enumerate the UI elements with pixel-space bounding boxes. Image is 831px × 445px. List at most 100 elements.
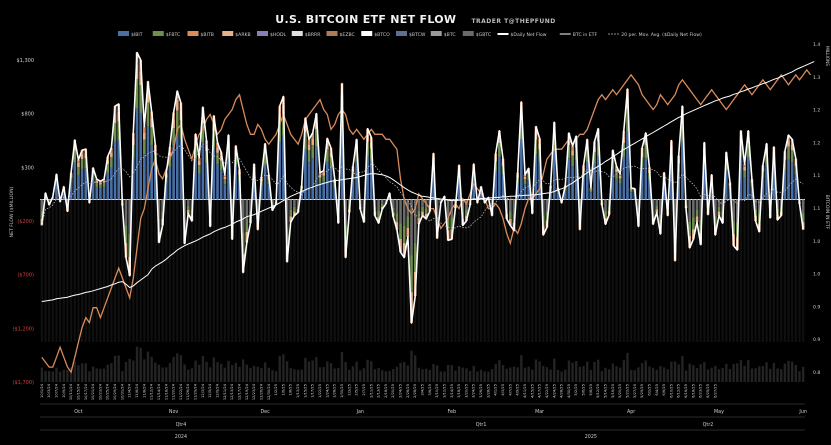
volume-bar (560, 371, 563, 382)
volume-bar (597, 359, 600, 382)
volume-bar (461, 367, 464, 382)
guide-bar (571, 199, 574, 342)
x-date-tick-label: 2/7/25 (362, 384, 366, 396)
flow-bar-segment (340, 127, 344, 200)
flow-bar-segment (380, 199, 384, 204)
flow-bar-segment (421, 199, 424, 207)
flow-bar-segment (501, 174, 505, 200)
volume-bar (230, 365, 234, 382)
x-date-tick-label: 3/10/25 (435, 384, 439, 398)
flow-bar-segment (677, 172, 681, 200)
flow-bar-segment (230, 199, 234, 218)
x-date-tick-label: 1/30/25 (340, 384, 344, 398)
x-date-tick-label: 10/1/24 (40, 383, 44, 398)
quarter-label: Qtr4 (176, 422, 187, 428)
guide-bar (637, 199, 640, 342)
flow-bar-segment (735, 199, 739, 223)
flow-bar-segment (135, 64, 139, 79)
flow-bar-segment (567, 158, 571, 200)
flow-bar-segment (143, 126, 146, 133)
series-lines (41, 51, 815, 374)
x-date-tick-label: 10/25/24 (106, 383, 110, 400)
volume-bar (194, 360, 197, 382)
guide-bar (523, 199, 527, 342)
legend-item--fbtc: $FBTC (152, 31, 180, 38)
flow-bar-segment (743, 177, 746, 200)
volume-bar (73, 361, 76, 382)
flow-bar-segment (110, 152, 113, 158)
volume-bar (161, 367, 164, 382)
guide-bar (91, 199, 95, 342)
legend-swatch (187, 31, 199, 36)
volume-bar (172, 356, 175, 382)
x-date-tick-label: 12/9/24 (216, 383, 220, 398)
volume-bar (476, 371, 479, 382)
guide-bar (359, 199, 362, 342)
guide-bar (454, 199, 457, 342)
x-date-tick-label: 12/5/24 (208, 383, 212, 398)
volume-bar (509, 367, 512, 382)
flow-bar-segment (743, 166, 746, 171)
volume-bar (424, 368, 428, 382)
flow-bar-segment (351, 178, 355, 200)
flow-bar-segment (582, 178, 585, 200)
moving-average-line (41, 143, 804, 229)
volume-bar (392, 369, 395, 382)
guide-bar (772, 199, 775, 342)
volume-bar (278, 355, 281, 382)
volume-bar (110, 363, 113, 382)
flow-bar-segment (278, 122, 282, 142)
guide-bar (124, 199, 128, 342)
flow-bar-segment (410, 199, 413, 256)
flow-bar-segment (670, 162, 673, 200)
volume-bar (769, 368, 772, 382)
legend-swatch (222, 31, 234, 36)
legend-item--btcw: $BTCW (396, 31, 426, 38)
flow-bar-segment (509, 211, 512, 219)
flow-bar-segment (143, 139, 146, 155)
flow-bar-segment (234, 166, 238, 200)
flow-bar-segment (571, 155, 574, 167)
guide-bar (296, 199, 300, 342)
flow-bar-segment (241, 232, 245, 255)
guide-bar (220, 199, 223, 342)
x-date-tick-label: 11/14/24 (157, 383, 161, 400)
flow-bar-segment (655, 209, 659, 213)
flow-bar-segment (124, 225, 128, 244)
guide-bar (476, 199, 479, 342)
guide-bar (622, 199, 625, 342)
flow-bar-segment (659, 199, 662, 215)
flow-bar-segment (146, 126, 150, 200)
flow-bar-segment (311, 158, 315, 200)
flow-bar-segment (644, 158, 648, 200)
volume-bar (703, 362, 706, 382)
volume-bar (366, 359, 369, 382)
flow-bar-segment (384, 199, 388, 202)
flow-bar-segment (245, 218, 249, 232)
volume-bar (545, 367, 549, 382)
volume-bar (593, 361, 596, 382)
guide-bar (307, 199, 311, 342)
guide-bar (714, 199, 717, 342)
volume-bar (732, 364, 735, 382)
flow-bar-segment (245, 231, 249, 243)
volume-bar (88, 371, 91, 382)
volume-bar (472, 365, 475, 382)
flow-bar-segment (219, 156, 223, 161)
flow-bar-segment (326, 161, 329, 200)
volume-bar (586, 361, 589, 382)
flow-bar-segment (143, 154, 146, 200)
guide-bar (626, 199, 629, 342)
volume-bar (717, 369, 721, 382)
volume-bar (465, 368, 468, 382)
flow-bar-12/11/24 (223, 174, 227, 200)
flow-bar-segment (285, 199, 289, 228)
x-date-tick-label: 1/8/25 (289, 384, 293, 396)
volume-bar (600, 371, 604, 382)
guide-bar (300, 199, 303, 342)
flow-bar-segment (194, 158, 197, 200)
guide-bar (545, 199, 549, 342)
flow-bar-segment (739, 156, 743, 200)
guide-bar (66, 199, 69, 342)
x-date-tick-label: 4/24/25 (552, 384, 556, 398)
